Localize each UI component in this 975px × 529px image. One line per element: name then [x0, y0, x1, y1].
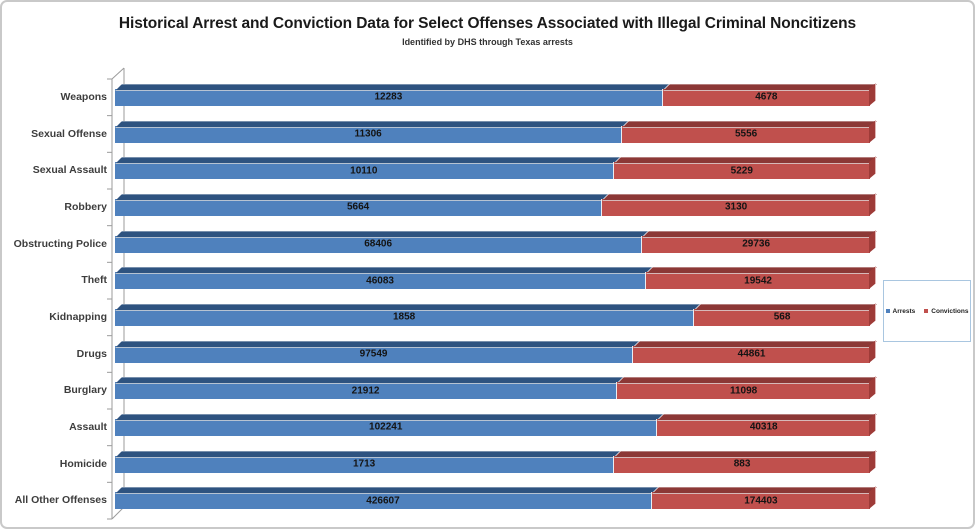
arrests-bar-segment[interactable]: 11306 [115, 125, 622, 143]
arrests-value-label: 102241 [369, 421, 403, 433]
arrests-value-label: 12283 [374, 91, 403, 103]
category-label: Obstructing Police [13, 237, 107, 250]
arrests-bar-segment[interactable]: 10110 [115, 162, 613, 180]
bar-row: Homicide 1713 883 [2, 455, 973, 473]
convictions-bar-segment[interactable]: 19542 [645, 272, 870, 290]
convictions-bar-segment[interactable]: 4678 [661, 88, 870, 106]
stacked-bar: 46083 19542 [115, 272, 870, 290]
convictions-value-label: 40318 [749, 421, 778, 433]
stacked-bar: 10110 5229 [115, 162, 870, 180]
stacked-bar: 97549 44861 [115, 345, 870, 363]
legend[interactable]: Arrests Convictions [883, 280, 971, 342]
arrests-bar-segment[interactable]: 97549 [115, 345, 633, 363]
convictions-value-label: 29736 [742, 238, 771, 250]
convictions-bar-segment[interactable]: 174403 [650, 492, 870, 510]
convictions-bar-segment[interactable]: 5556 [621, 125, 870, 143]
category-label: Sexual Offense [31, 127, 107, 140]
category-label: Homicide [59, 457, 107, 470]
arrests-bar-segment[interactable]: 426607 [115, 492, 651, 510]
stacked-bar: 5664 3130 [115, 198, 870, 216]
convictions-value-label: 3130 [725, 201, 748, 213]
convictions-value-label: 5556 [734, 128, 758, 140]
arrests-value-label: 46083 [366, 275, 394, 287]
arrests-bar-segment[interactable]: 12283 [115, 88, 662, 106]
arrests-bar-segment[interactable]: 1858 [115, 308, 694, 326]
stacked-bar: 102241 40318 [115, 418, 870, 436]
arrests-bar-segment[interactable]: 1713 [115, 455, 614, 473]
legend-item-arrests[interactable]: Arrests [885, 307, 916, 315]
arrests-value-label: 68406 [364, 238, 393, 250]
stacked-bar: 1713 883 [115, 455, 870, 473]
convictions-bar-segment[interactable]: 3130 [601, 198, 870, 216]
arrests-value-label: 1858 [392, 311, 416, 323]
legend-label: Convictions [931, 307, 969, 315]
convictions-value-label: 4678 [755, 91, 778, 103]
convictions-bar-segment[interactable]: 568 [693, 308, 870, 326]
legend-label: Arrests [892, 307, 916, 315]
arrests-bar-segment[interactable]: 46083 [115, 272, 646, 290]
category-label: Assault [69, 420, 107, 433]
arrests-value-label: 426607 [366, 495, 400, 507]
category-label: Robbery [64, 200, 107, 213]
stacked-bar: 68406 29736 [115, 235, 870, 253]
legend-item-convictions[interactable]: Convictions [924, 308, 968, 315]
bar-row: Assault 102241 40318 [2, 418, 973, 436]
convictions-bar-segment[interactable]: 44861 [632, 345, 870, 363]
convictions-bar-segment[interactable]: 11098 [616, 382, 870, 400]
bar-row: Theft 46083 19542 [2, 272, 973, 290]
convictions-bar-segment[interactable]: 40318 [656, 418, 870, 436]
arrests-bar-segment[interactable]: 21912 [115, 382, 617, 400]
category-label: Weapons [60, 90, 107, 103]
bar-row: Burglary 21912 11098 [2, 382, 973, 400]
bar-row: Robbery 5664 3130 [2, 198, 973, 216]
arrests-value-label: 10110 [350, 165, 378, 177]
arrests-value-label: 11306 [354, 128, 382, 140]
convictions-value-label: 11098 [729, 385, 758, 397]
arrests-value-label: 21912 [351, 385, 380, 397]
arrests-bar-segment[interactable]: 5664 [115, 198, 602, 216]
convictions-bar-segment[interactable]: 5229 [612, 162, 870, 180]
bar-row: Sexual Assault 10110 5229 [2, 162, 973, 180]
arrests-value-label: 5664 [347, 201, 370, 213]
category-label: Drugs [76, 347, 107, 360]
convictions-value-label: 568 [773, 311, 791, 323]
category-label: Theft [81, 274, 107, 287]
convictions-value-label: 883 [733, 458, 751, 470]
category-label: Sexual Assault [32, 164, 107, 177]
legend-marker-icon [924, 309, 929, 313]
bar-row: Sexual Offense 11306 5556 [2, 125, 973, 143]
category-label: Kidnapping [49, 310, 107, 323]
legend-marker-icon [885, 309, 890, 313]
arrests-value-label: 97549 [359, 348, 388, 360]
bar-row: Weapons 12283 4678 [2, 88, 973, 106]
chart-title: Historical Arrest and Conviction Data fo… [118, 15, 857, 32]
bar-row: Obstructing Police 68406 29736 [2, 235, 973, 253]
bar-row: All Other Offenses 426607 174403 [2, 492, 973, 510]
stacked-bar: 21912 11098 [115, 382, 870, 400]
stacked-bar: 12283 4678 [115, 88, 870, 106]
category-label: All Other Offenses [14, 494, 107, 507]
category-label: Burglary [63, 384, 107, 397]
chart-subtitle: Identified by DHS through Texas arrests [402, 37, 573, 48]
convictions-value-label: 5229 [730, 165, 753, 177]
stacked-bar: 426607 174403 [115, 492, 870, 510]
convictions-value-label: 44861 [737, 348, 766, 360]
bar-row: Drugs 97549 44861 [2, 345, 973, 363]
arrests-bar-segment[interactable]: 68406 [115, 235, 642, 253]
arrests-value-label: 1713 [352, 458, 376, 470]
convictions-value-label: 19542 [744, 275, 772, 287]
arrests-bar-segment[interactable]: 102241 [115, 418, 657, 436]
convictions-value-label: 174403 [744, 495, 778, 507]
convictions-bar-segment[interactable]: 29736 [641, 235, 870, 253]
stacked-bar: 1858 568 [115, 308, 870, 326]
convictions-bar-segment[interactable]: 883 [613, 455, 870, 473]
stacked-bar: 11306 5556 [115, 125, 870, 143]
bar-row: Kidnapping 1858 568 [2, 308, 973, 326]
